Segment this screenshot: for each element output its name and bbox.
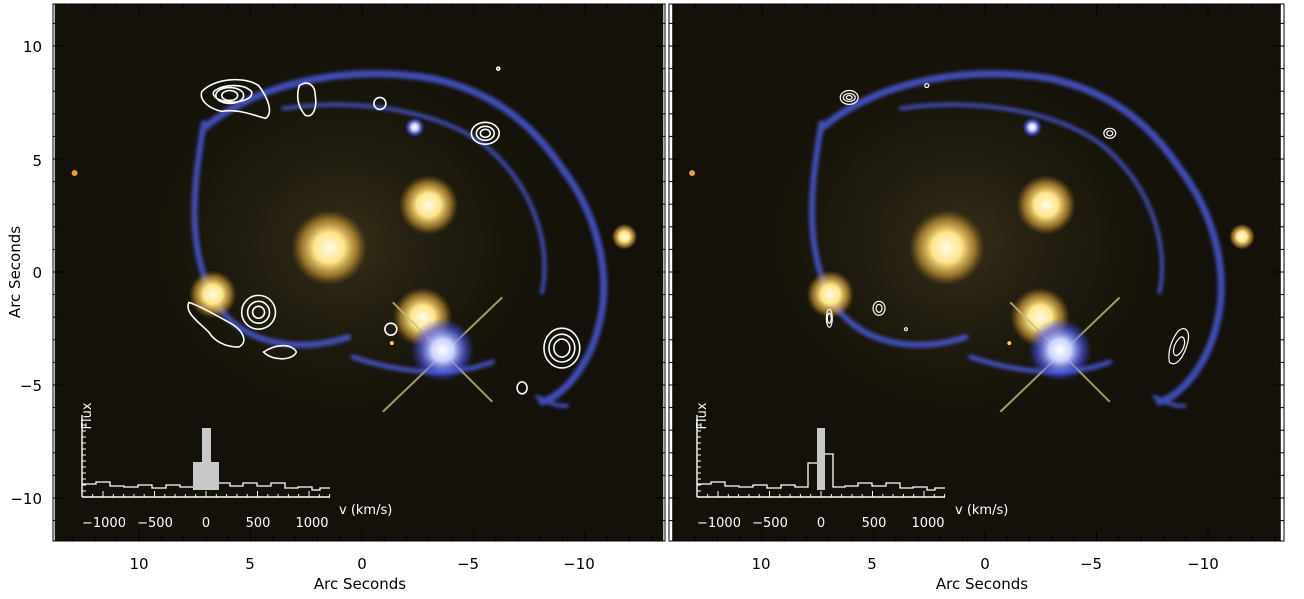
right-v-tick-0: 0: [817, 516, 825, 531]
left-x-axis-title: Arc Seconds: [314, 575, 406, 593]
left-spectrum: [82, 481, 330, 491]
right-x-tick-10: 10: [751, 555, 770, 573]
left-v-tick-500: 500: [246, 516, 271, 531]
left-v-tick-m500: −500: [137, 516, 173, 531]
left-image: [55, 4, 664, 541]
y-tick-m10: −10: [10, 490, 42, 508]
left-v-label: v (km/s): [339, 503, 392, 518]
right-x-tick-m5: −5: [1080, 555, 1102, 573]
right-spectrum: [697, 453, 945, 491]
left-line-bar-3: [211, 462, 219, 490]
left-panel: [55, 4, 664, 541]
right-x-tick-5: 5: [867, 555, 877, 573]
left-inset: Flux v (km/s) −1000 −500 0 500 1000: [80, 402, 392, 531]
right-line-bar: [817, 428, 825, 490]
left-line-bar-1: [193, 462, 202, 490]
y-tick-labels: 10 5 0 −5 −10: [10, 38, 42, 508]
right-v-tick-500: 500: [862, 516, 887, 531]
y-tick-m5: −5: [20, 377, 42, 395]
right-contours: [825, 82, 1190, 365]
right-x-tick-0: 0: [980, 555, 990, 573]
left-x-tick-0: 0: [357, 555, 367, 573]
y-axis-title: Arc Seconds: [6, 226, 24, 318]
right-x-axis-title: Arc Seconds: [936, 575, 1028, 593]
left-flux-label: Flux: [80, 402, 95, 429]
right-flux-label: Flux: [695, 402, 710, 429]
right-v-label: v (km/s): [955, 503, 1008, 518]
left-x-tick-10: 10: [129, 555, 148, 573]
left-v-tick-m1000: −1000: [82, 516, 126, 531]
axes: [52, 3, 1285, 542]
left-x-tick-5: 5: [245, 555, 255, 573]
y-tick-5: 5: [32, 152, 42, 170]
right-v-tick-m1000: −1000: [697, 516, 741, 531]
left-v-tick-1000: 1000: [295, 516, 328, 531]
left-x-tick-labels: 10 5 0 −5 −10: [129, 555, 594, 573]
right-x-tick-m10: −10: [1187, 555, 1219, 573]
right-inset: Flux v (km/s) −1000 −500 0 500 1000: [695, 402, 1008, 531]
left-x-tick-m5: −5: [457, 555, 479, 573]
left-x-tick-m10: −10: [563, 555, 595, 573]
right-panel: [672, 4, 1281, 541]
left-line-bar-2: [202, 428, 211, 490]
left-v-tick-0: 0: [202, 516, 210, 531]
right-image: [672, 4, 1281, 541]
left-contours: [187, 66, 581, 395]
right-x-tick-labels: 10 5 0 −5 −10: [751, 555, 1218, 573]
right-v-tick-1000: 1000: [911, 516, 944, 531]
y-tick-0: 0: [32, 264, 42, 282]
right-v-tick-m500: −500: [752, 516, 788, 531]
y-tick-10: 10: [23, 38, 42, 56]
